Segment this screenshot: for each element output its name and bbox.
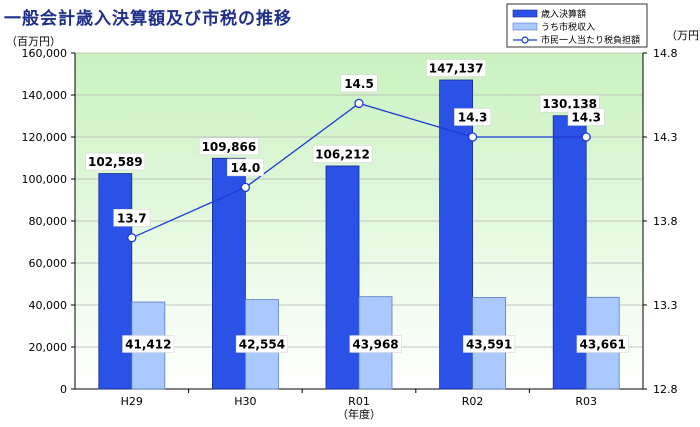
data-label-per-capita-tax: 14.3 [571,111,601,125]
legend-label-per-capita-tax: 市民一人当たり税負担額 [541,34,640,46]
legend-swatch-city-tax [512,22,538,31]
data-label-total-revenue-box [85,152,146,171]
y-left-tick-label: 40,000 [29,299,68,312]
data-label-total-revenue-box [312,145,373,163]
data-label-city-tax-box [349,335,402,353]
data-label-per-capita-tax: 14.3 [458,111,488,125]
legend-label-total-revenue: 歳入決算額 [541,8,586,20]
x-axis-label: （年度） [337,407,381,421]
bar-total-revenue [98,173,133,390]
y-right-axis-label: （万円） [666,29,700,42]
y-right-tick-label: 13.3 [653,299,678,312]
y-left-tick-label: 140,000 [22,89,68,102]
x-tick-label: H29 [121,395,143,408]
y-right-tick-label: 14.8 [653,47,678,60]
data-label-total-revenue: 102,589 [88,155,143,169]
data-label-per-capita-tax-box [454,108,492,126]
y-left-axis-label: （百万円） [6,35,61,48]
y-left-tick-label: 160,000 [22,47,68,60]
data-label-city-tax-box [463,335,516,353]
data-label-city-tax-box [576,335,629,353]
x-tick-label: R02 [462,395,484,408]
line-point-per-capita-tax [354,98,364,109]
legend-label-city-tax: うち市税収入 [541,21,595,33]
data-label-total-revenue: 109,866 [202,140,257,154]
data-label-per-capita-tax-box [226,158,264,177]
data-label-total-revenue-box [426,59,486,77]
x-tick-label: R03 [575,395,597,408]
legend-swatch-total-revenue [512,9,538,18]
line-point-per-capita-tax [240,182,251,193]
legend-swatch-per-capita-tax-marker [521,36,529,44]
data-label-city-tax-box [235,335,288,353]
data-label-per-capita-tax-box [113,209,151,227]
y-right-tick-label: 13.8 [653,215,678,228]
data-label-per-capita-tax: 14.5 [344,77,374,91]
data-label-city-tax: 43,968 [352,338,398,352]
x-tick-label: H30 [234,395,256,408]
data-label-per-capita-tax: 14.0 [231,161,261,175]
data-label-total-revenue: 130,138 [542,97,597,111]
data-label-city-tax: 42,554 [239,338,285,352]
y-left-tick-label: 100,000 [22,173,68,186]
data-label-per-capita-tax: 13.7 [117,211,147,225]
data-label-total-revenue: 147,137 [429,62,484,76]
y-left-tick-label: 60,000 [29,257,68,270]
y-left-tick-label: 0 [60,383,67,396]
data-label-city-tax: 43,591 [466,338,512,352]
data-label-total-revenue: 106,212 [315,147,370,161]
x-tick-label: R01 [348,395,370,408]
data-label-per-capita-tax-box [340,74,378,93]
line-point-per-capita-tax [581,132,591,142]
chart-title: 一般会計歳入決算額及び市税の推移 [4,9,292,29]
y-left-tick-label: 20,000 [29,341,68,354]
data-label-city-tax: 43,661 [580,338,626,352]
y-left-tick-label: 120,000 [22,131,68,144]
line-point-per-capita-tax [127,233,137,243]
y-right-tick-label: 12.8 [653,383,678,396]
data-label-total-revenue-box [199,137,259,156]
bar-total-revenue [211,157,246,390]
data-label-city-tax-box [122,335,175,353]
line-point-per-capita-tax [467,132,478,142]
bar-total-revenue [325,165,360,390]
y-left-tick-label: 80,000 [29,215,68,228]
data-label-city-tax: 41,412 [125,338,171,352]
data-label-per-capita-tax-box [567,108,605,126]
y-right-tick-label: 14.3 [653,131,678,144]
